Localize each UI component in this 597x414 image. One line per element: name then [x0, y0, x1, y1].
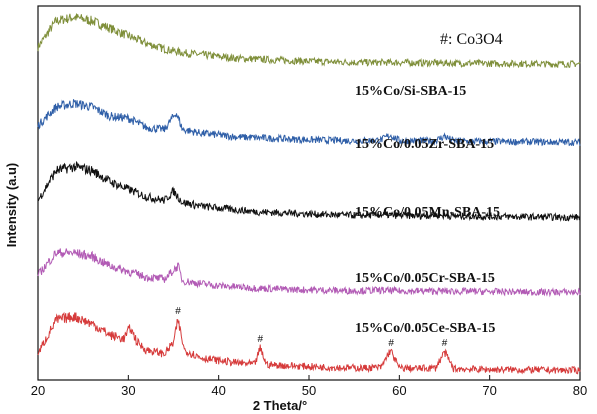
series-label-3: 15%Co/0.05Mn-SBA-15 — [355, 205, 500, 220]
co3o4-legend-note: #: Co3O4 — [440, 31, 503, 48]
peak-marker-layer: # # # # — [175, 306, 447, 349]
series-line-5 — [37, 311, 581, 375]
x-tick-label-80: 80 — [573, 383, 587, 398]
series-line-1 — [37, 13, 581, 69]
peak-marker-1: # — [175, 306, 181, 317]
series-label-4: 15%Co/0.05Cr-SBA-15 — [355, 271, 495, 286]
x-tick-label-70: 70 — [482, 383, 496, 398]
series-layer — [37, 13, 581, 375]
x-tick-label-20: 20 — [31, 383, 45, 398]
tick-layer: 20 30 40 50 60 70 80 — [31, 375, 587, 398]
peak-marker-4: # — [442, 338, 448, 349]
series-label-layer: 15%Co/Si-SBA-15 15%Co/0.05Zr-SBA-15 15%Co/… — [355, 84, 500, 336]
y-axis-title: Intensity (a.u) — [4, 163, 19, 248]
x-tick-label-60: 60 — [392, 383, 406, 398]
series-line-4 — [37, 248, 581, 298]
peak-marker-2: # — [257, 334, 263, 345]
x-tick-label-40: 40 — [211, 383, 225, 398]
x-tick-label-50: 50 — [302, 383, 316, 398]
series-label-1: 15%Co/Si-SBA-15 — [355, 84, 466, 99]
series-label-5: 15%Co/0.05Ce-SBA-15 — [355, 321, 495, 336]
series-label-2: 15%Co/0.05Zr-SBA-15 — [355, 137, 494, 152]
peak-marker-3: # — [388, 338, 394, 349]
x-axis-title: 2 Theta/° — [253, 398, 307, 413]
series-line-2 — [37, 99, 581, 147]
x-tick-label-30: 30 — [121, 383, 135, 398]
series-line-3 — [37, 160, 581, 222]
